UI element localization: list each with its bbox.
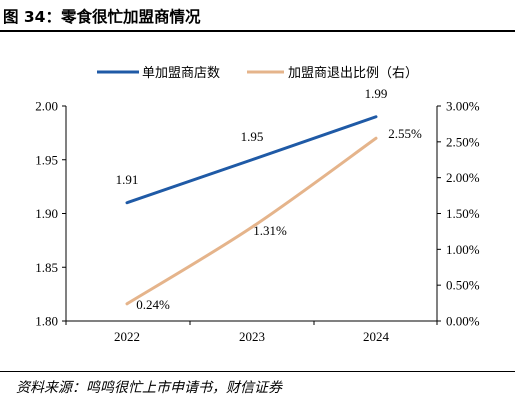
right-tick-label: 2.50% xyxy=(446,134,480,149)
left-tick-label: 2.00 xyxy=(35,99,58,114)
source-note: 资料来源：鸣鸣很忙上市申请书，财信证券 xyxy=(16,380,282,396)
x-tick-label: 2023 xyxy=(239,329,265,344)
series-line-stores-per-franchisee xyxy=(125,115,378,205)
line-chart: 1.80 1.85 1.90 1.95 2.00 0.00% 0.50% 1.00% 1.50%… xyxy=(35,66,480,344)
data-label-stores-per-franchisee: 1.99 xyxy=(365,86,388,101)
title-rule xyxy=(0,30,515,32)
left-tick-label: 1.90 xyxy=(35,206,58,221)
data-label-exit-ratio: 2.55% xyxy=(388,126,422,141)
right-tick-label: 0.50% xyxy=(446,278,480,293)
data-label-stores-per-franchisee: 1.91 xyxy=(116,172,139,187)
legend-label-stores-per-franchisee: 单加盟商店数 xyxy=(142,66,220,81)
left-tick-label: 1.80 xyxy=(35,314,58,329)
right-tick-label: 1.00% xyxy=(446,242,480,257)
data-label-stores-per-franchisee: 1.95 xyxy=(241,129,264,144)
legend-label-exit-ratio: 加盟商退出比例（右） xyxy=(288,66,418,81)
x-tick-label: 2024 xyxy=(363,329,390,344)
right-tick-label: 2.00% xyxy=(446,170,480,185)
series-line-exit-ratio xyxy=(125,136,378,306)
right-tick-label: 3.00% xyxy=(446,99,480,114)
x-tick-label: 2022 xyxy=(114,329,140,344)
right-tick-label: 1.50% xyxy=(446,206,480,221)
left-tick-label: 1.85 xyxy=(35,260,58,275)
right-tick-label: 0.00% xyxy=(446,314,480,329)
data-label-exit-ratio: 1.31% xyxy=(253,223,287,238)
data-label-exit-ratio: 0.24% xyxy=(136,297,170,312)
left-tick-label: 1.95 xyxy=(35,152,58,167)
source-rule xyxy=(0,371,515,372)
figure-title: 图 34：零食很忙加盟商情况 xyxy=(3,8,201,26)
